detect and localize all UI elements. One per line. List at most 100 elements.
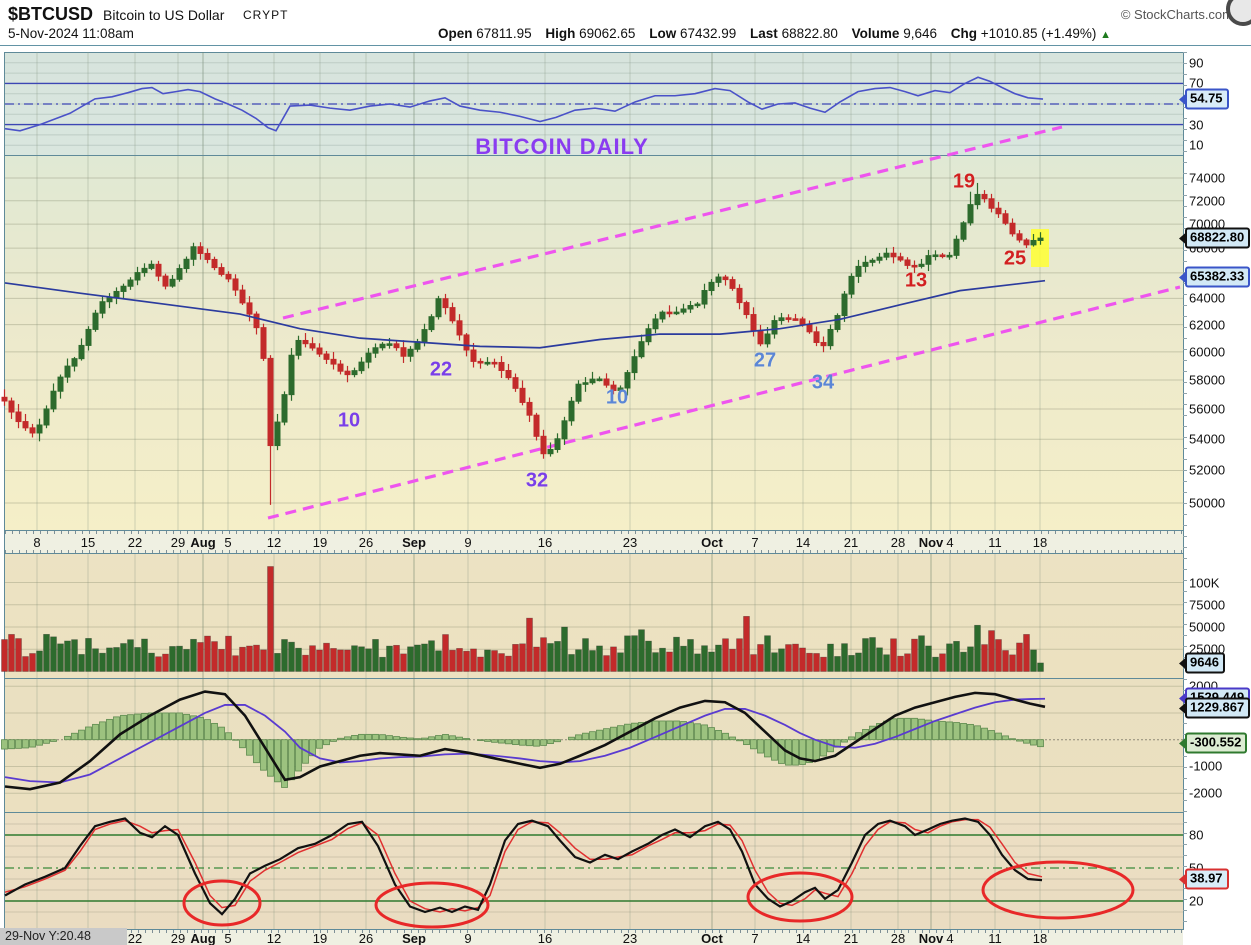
cycle-annotation-32: 32 <box>525 469 549 492</box>
oversold-circle-annotation <box>981 860 1135 920</box>
x-axis-label: 14 <box>795 931 811 945</box>
cycle-annotation-10: 10 <box>337 409 361 432</box>
bottom-x-axis-strip <box>5 929 1183 945</box>
y-axis-label: 52000 <box>1189 462 1226 478</box>
panel-separator <box>4 678 1184 679</box>
cycle-annotation-25: 25 <box>1003 247 1027 270</box>
x-axis-label: 22 <box>127 535 143 550</box>
y-axis-label: 70 <box>1189 75 1204 91</box>
volume-value: 9,646 <box>903 26 937 41</box>
last-candle-highlight <box>1031 229 1049 267</box>
rsi-value-box: 54.75 <box>1185 88 1229 110</box>
chart-title-annotation: BITCOIN DAILY <box>475 134 649 159</box>
x-axis-label: 8 <box>33 535 41 550</box>
price-panel <box>5 156 1183 530</box>
cycle-annotation-22: 22 <box>429 358 453 381</box>
y-axis-label: 100K <box>1189 575 1220 590</box>
crosshair-tooltip: 29-Nov Y:20.48 <box>0 928 127 945</box>
last-price-box: 68822.80 <box>1185 227 1251 249</box>
datetime-label: 5-Nov-2024 11:08am <box>8 26 134 41</box>
x-axis-label: 18 <box>1032 535 1048 550</box>
x-axis-label: Nov <box>918 535 944 550</box>
y-axis-label: 10 <box>1189 137 1204 153</box>
cycle-annotation-27: 27 <box>753 349 777 372</box>
oversold-circle-annotation <box>374 881 490 929</box>
x-axis-label: 12 <box>266 535 282 550</box>
x-axis-label: 26 <box>358 931 374 945</box>
x-axis-label: 4 <box>946 931 954 945</box>
symbol-label: $BTCUSD <box>8 4 94 24</box>
x-axis-label: 4 <box>946 535 954 550</box>
y-axis-label: -1000 <box>1189 758 1223 774</box>
x-axis-label: 9 <box>464 535 472 550</box>
x-axis-label: Aug <box>190 535 216 550</box>
macd-line <box>4 690 1046 791</box>
cycle-annotation-10b: 10 <box>605 386 629 409</box>
y-axis-label: 62000 <box>1189 317 1226 333</box>
open-label: Open <box>438 26 473 41</box>
high-label: High <box>545 26 576 41</box>
plot-left-border <box>4 52 5 929</box>
y-axis-label: 30 <box>1189 117 1204 133</box>
x-axis-label: 16 <box>537 535 553 550</box>
open-value: 67811.95 <box>476 26 532 41</box>
x-axis-label: 18 <box>1032 931 1048 945</box>
header-divider <box>0 45 1251 46</box>
x-axis-label: Sep <box>402 535 426 550</box>
x-axis-label: 7 <box>751 931 759 945</box>
symbol-name: Bitcoin to US Dollar <box>103 7 225 23</box>
cycle-annotation-13: 13 <box>904 269 928 292</box>
x-axis-label: Oct <box>701 535 723 550</box>
last-label: Last <box>750 26 778 41</box>
x-axis-label: 19 <box>312 931 328 945</box>
moving-average-line <box>4 279 1046 349</box>
y-axis-label: 75000 <box>1189 597 1226 613</box>
macd-panel <box>5 678 1183 812</box>
cycle-annotation-19: 19 <box>952 170 976 193</box>
volume-bars <box>1 566 1044 672</box>
x-axis-label: 9 <box>464 931 472 945</box>
last-value: 68822.80 <box>781 26 838 41</box>
x-axis-label: 23 <box>622 535 638 550</box>
y-axis-label: 74000 <box>1189 170 1226 186</box>
panel-separator <box>4 812 1184 813</box>
x-axis-label: 21 <box>843 931 859 945</box>
y-axis-label: 80 <box>1189 827 1204 843</box>
x-axis-label: Nov <box>918 931 944 945</box>
macd-histogram <box>1 712 1044 788</box>
y-axis-minor-ticks <box>1183 52 1187 929</box>
y-axis-label: 54000 <box>1189 431 1226 447</box>
candlestick-series <box>1 182 1044 505</box>
stoch-value-box: 38.97 <box>1185 868 1229 890</box>
x-axis-label: 12 <box>266 931 282 945</box>
ma-value-box: 65382.33 <box>1185 266 1251 288</box>
x-axis-label: 22 <box>127 931 143 945</box>
panel-separator <box>4 530 1184 531</box>
x-axis-label: 15 <box>80 535 96 550</box>
x-axis-label: Aug <box>190 931 216 945</box>
y-axis-label: 56000 <box>1189 401 1226 417</box>
macd-hist-box: -300.552 <box>1185 732 1248 754</box>
x-axis-label: 19 <box>312 535 328 550</box>
low-value: 67432.99 <box>679 26 737 41</box>
x-axis-label: 29 <box>170 535 186 550</box>
chg-up-arrow-icon: ▲ <box>1100 29 1112 41</box>
macd-value-box: 1229.867 <box>1185 697 1251 719</box>
chg-label: Chg <box>950 26 977 41</box>
x-axis-label: 28 <box>890 535 906 550</box>
y-axis-label: 72000 <box>1189 193 1226 209</box>
y-axis-label: 64000 <box>1189 290 1226 306</box>
panel-separator <box>4 929 1184 930</box>
cycle-annotation-34: 34 <box>811 371 835 394</box>
x-axis-label: 7 <box>751 535 759 550</box>
y-axis-label: 50000 <box>1189 495 1226 511</box>
x-axis-label: 16 <box>537 931 553 945</box>
axis-ticks <box>5 930 1183 933</box>
trend-channel-line <box>267 285 1181 520</box>
x-axis-label: 28 <box>890 931 906 945</box>
panel-separator <box>4 52 1184 53</box>
y-axis-label: 58000 <box>1189 372 1226 388</box>
rsi-line <box>4 76 1044 132</box>
